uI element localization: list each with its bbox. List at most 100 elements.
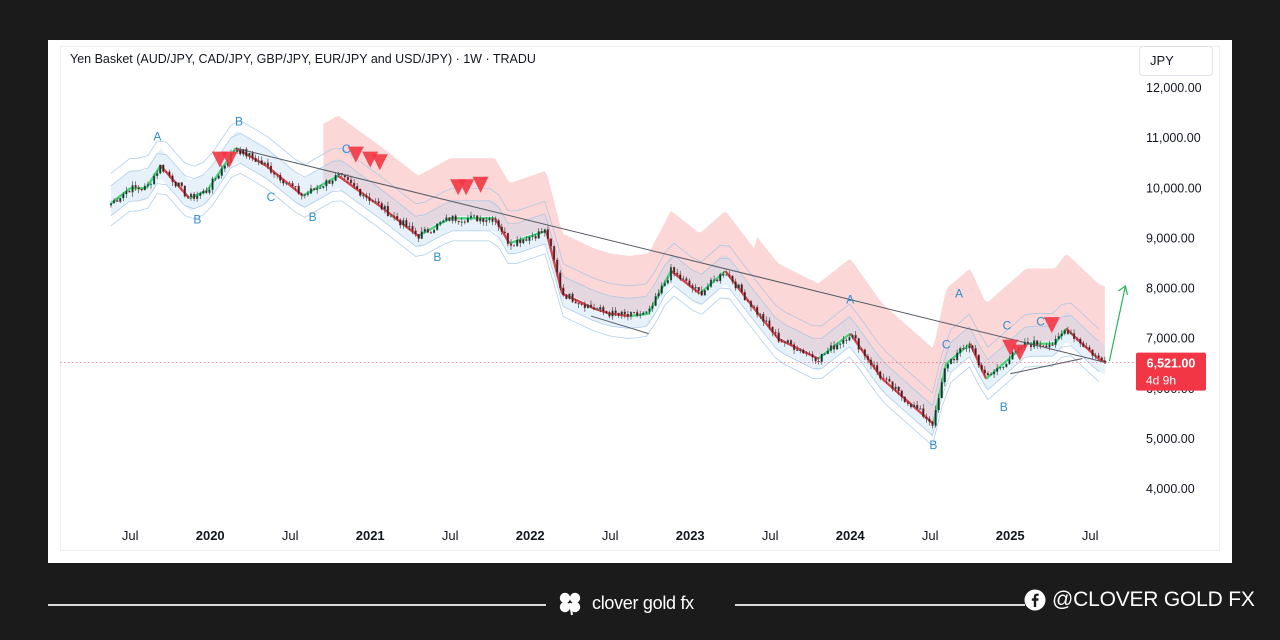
candle — [688, 280, 691, 286]
candle — [125, 191, 128, 195]
candle — [829, 345, 833, 351]
candle — [208, 189, 211, 193]
candle — [989, 374, 993, 376]
candle — [823, 353, 826, 355]
candle — [180, 182, 183, 187]
clover-icon — [559, 592, 581, 616]
candle — [949, 358, 953, 365]
candle — [460, 221, 463, 223]
candle — [636, 312, 639, 316]
candle — [694, 287, 697, 289]
candle — [303, 194, 306, 196]
candle — [928, 418, 931, 422]
candle — [143, 185, 146, 191]
candle — [485, 219, 488, 223]
countdown-label: 4d 9h — [1146, 374, 1176, 388]
candle — [768, 320, 771, 328]
candle — [509, 243, 513, 246]
candle — [254, 157, 257, 162]
candle — [500, 226, 503, 232]
candle — [654, 296, 657, 306]
candle — [316, 188, 319, 191]
candle — [697, 287, 700, 292]
candle — [897, 386, 900, 391]
candle — [1060, 333, 1063, 337]
candle — [669, 267, 673, 281]
candle — [257, 160, 260, 162]
candle — [629, 311, 633, 317]
candle — [959, 348, 962, 354]
candle — [709, 279, 713, 287]
candle — [214, 178, 217, 180]
brand-name: clover gold fx — [592, 592, 694, 613]
wave-label: B — [1000, 400, 1008, 414]
projection-arrow — [1108, 285, 1126, 362]
candle — [909, 403, 913, 408]
candle — [882, 377, 885, 380]
trendline — [235, 147, 1107, 364]
indicator-band-line — [110, 172, 1099, 447]
candle — [740, 284, 743, 293]
candle — [497, 220, 500, 228]
candle — [817, 361, 820, 363]
social-handle[interactable]: @CLOVER GOLD FX — [1024, 588, 1255, 612]
candle — [543, 229, 546, 233]
chart-plot[interactable]: A B B C B C B A A C C C B B 12,000.00 11,000.00 10,000.0… — [48, 40, 1232, 563]
candle — [300, 193, 303, 196]
wave-segment — [417, 217, 451, 237]
trendline — [1010, 358, 1083, 375]
y-tick-label: 10,000.00 — [1146, 181, 1202, 195]
candle — [426, 228, 429, 233]
y-tick-label: 4,000.00 — [1146, 482, 1195, 496]
candle — [171, 175, 174, 182]
candle — [719, 273, 722, 282]
candle — [549, 238, 553, 247]
currency-selector[interactable]: JPY — [1139, 46, 1213, 76]
candle — [851, 334, 854, 338]
candle — [146, 184, 149, 187]
candle — [433, 229, 436, 233]
candle — [626, 313, 629, 317]
candle — [159, 164, 162, 174]
candle — [743, 292, 746, 301]
candle — [808, 353, 811, 355]
candle — [374, 201, 377, 203]
candle — [1011, 352, 1014, 360]
candle — [633, 311, 636, 314]
candle — [1097, 355, 1100, 358]
candle — [657, 293, 660, 297]
candle — [380, 203, 383, 210]
candle — [128, 191, 131, 193]
y-tick-label: 12,000.00 — [1146, 81, 1202, 95]
candle — [679, 274, 682, 280]
candle — [793, 344, 796, 351]
candle — [703, 289, 706, 296]
candle — [220, 168, 223, 176]
brand-logo: clover gold fx — [556, 589, 694, 617]
wave-label: B — [193, 212, 201, 226]
candle — [534, 236, 537, 239]
candle — [454, 215, 457, 222]
wave-label: B — [309, 210, 317, 224]
candle — [786, 340, 789, 343]
sell-signal-marker — [1011, 344, 1028, 361]
wave-label: C — [1003, 319, 1012, 333]
wave-label: C — [942, 338, 951, 352]
candle — [1057, 336, 1060, 340]
candle — [986, 372, 989, 376]
x-tick-label: Jul — [1082, 528, 1099, 543]
candle — [900, 390, 903, 397]
candle — [731, 275, 734, 282]
y-tick-label: 9,000.00 — [1146, 231, 1195, 245]
candle — [263, 162, 266, 165]
sell-signal-marker — [1002, 339, 1019, 356]
candle — [162, 164, 165, 172]
candle — [1079, 338, 1082, 344]
candle — [937, 397, 940, 411]
candle — [934, 409, 937, 426]
candle — [980, 365, 983, 371]
candle — [617, 312, 620, 315]
x-tick-label: 2025 — [996, 528, 1025, 543]
candle — [762, 314, 765, 322]
candle — [771, 326, 774, 333]
